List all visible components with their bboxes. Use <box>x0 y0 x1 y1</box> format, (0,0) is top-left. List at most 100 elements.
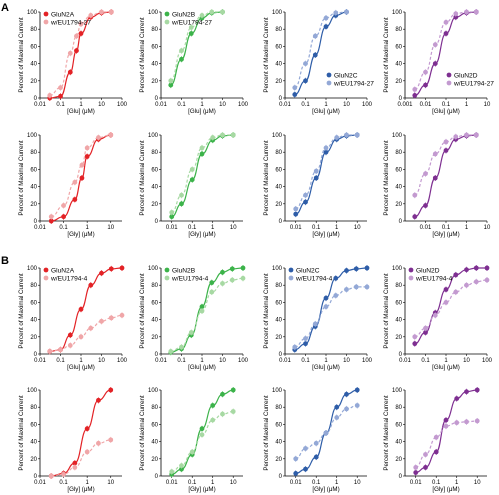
data-point <box>188 25 194 30</box>
data-point <box>67 332 73 338</box>
data-point <box>210 135 216 140</box>
data-point <box>72 460 78 466</box>
data-point <box>74 33 79 39</box>
y-tick-label: 100 <box>272 266 283 272</box>
data-point <box>443 19 449 25</box>
data-point <box>199 145 205 151</box>
data-point <box>108 9 114 15</box>
data-point <box>344 9 349 15</box>
x-tick-label: 0.01 <box>279 358 291 364</box>
y-axis-label: Percent of Maximal Current <box>18 140 25 216</box>
y-tick-label: 60 <box>395 44 402 50</box>
x-tick-label: 0.01 <box>290 480 302 486</box>
data-point <box>58 93 63 99</box>
y-tick-label: 60 <box>30 44 37 50</box>
chart-1: 0 20 40 60 80 100 0.01 0.1 1 10 100 [Glu] (μM) Perce… <box>18 9 128 115</box>
y-tick-label: 20 <box>30 79 37 85</box>
x-tick-label: 1 <box>85 480 89 486</box>
data-point <box>168 82 174 88</box>
x-axis-label: [Gly] (μM) <box>312 486 339 493</box>
legend-label: w/EU1794-4 <box>171 276 209 283</box>
y-tick-label: 100 <box>392 133 403 139</box>
y-tick-label: 60 <box>275 167 282 173</box>
y-tick-label: 100 <box>27 10 38 16</box>
x-tick-label: 10 <box>98 358 105 364</box>
data-point <box>353 266 359 272</box>
legend-label: GluN2C <box>296 268 320 275</box>
data-point <box>323 149 329 155</box>
legend-label: GluN2C <box>334 73 358 80</box>
data-point <box>168 349 174 354</box>
data-point <box>199 304 205 310</box>
x-axis-label: [Gly] (μM) <box>312 231 339 238</box>
y-tick-label: 40 <box>30 440 37 446</box>
data-point <box>473 9 479 15</box>
x-tick-label: 1 <box>335 225 339 231</box>
data-point <box>443 423 449 429</box>
data-point <box>474 418 480 424</box>
y-tick-label: 40 <box>395 318 402 324</box>
y-axis-label: Percent of Maximal Current <box>383 273 390 349</box>
x-tick-label: 0.1 <box>301 102 310 108</box>
data-point <box>454 396 460 401</box>
y-tick-label: 0 <box>155 352 159 358</box>
data-point <box>209 9 215 15</box>
y-tick-label: 60 <box>395 300 402 306</box>
y-tick-label: 40 <box>151 318 158 324</box>
y-tick-label: 40 <box>275 62 282 68</box>
data-point <box>79 162 85 168</box>
y-tick-label: 100 <box>148 133 159 139</box>
x-tick-label: 1 <box>79 102 83 108</box>
data-point <box>312 52 318 58</box>
data-point <box>353 284 359 290</box>
data-point <box>464 9 469 15</box>
data-point <box>67 343 73 348</box>
data-point <box>453 272 459 278</box>
panel-letter-a: A <box>1 2 9 14</box>
data-point <box>229 266 235 272</box>
data-point <box>454 420 460 426</box>
x-tick-label: 100 <box>362 102 373 108</box>
data-point <box>473 265 479 271</box>
legend-label: w/EU1794-4 <box>295 276 333 283</box>
y-tick-label: 20 <box>151 202 158 208</box>
series-curve-1 <box>51 389 111 477</box>
x-tick-label: 10 <box>219 102 226 108</box>
data-point <box>344 268 349 273</box>
x-axis-label: [Gly] (μM) <box>188 486 215 493</box>
y-axis-label: Percent of Maximal Current <box>263 140 270 216</box>
y-tick-label: 40 <box>30 185 37 191</box>
y-tick-label: 40 <box>151 185 158 191</box>
y-tick-label: 60 <box>275 300 282 306</box>
data-point <box>58 85 63 91</box>
data-point <box>72 197 78 202</box>
data-point <box>333 293 339 298</box>
y-tick-label: 60 <box>395 167 402 173</box>
data-point <box>189 177 195 183</box>
legend-marker <box>408 267 414 273</box>
data-point <box>240 275 246 281</box>
x-tick-label: 0.01 <box>420 102 432 108</box>
x-tick-label: 1 <box>324 102 328 108</box>
data-point <box>412 214 418 220</box>
data-point <box>453 14 459 20</box>
legend-marker <box>288 267 294 273</box>
x-tick-label: 10 <box>354 225 361 231</box>
y-tick-label: 100 <box>148 266 159 272</box>
data-point <box>108 315 114 321</box>
data-point <box>99 318 104 324</box>
y-tick-label: 100 <box>392 388 403 394</box>
data-point <box>78 334 84 340</box>
y-tick-label: 20 <box>395 79 402 85</box>
data-point <box>464 282 469 288</box>
x-tick-label: 0.01 <box>279 102 291 108</box>
data-point <box>323 304 329 310</box>
x-tick-label: 100 <box>238 358 249 364</box>
y-tick-label: 60 <box>151 422 158 428</box>
legend-label: w/EU1794-27 <box>171 20 212 27</box>
data-point <box>423 325 428 331</box>
y-tick-label: 80 <box>151 405 158 411</box>
y-tick-label: 60 <box>151 167 158 173</box>
x-tick-label: 10 <box>484 225 491 231</box>
data-point <box>432 175 438 181</box>
